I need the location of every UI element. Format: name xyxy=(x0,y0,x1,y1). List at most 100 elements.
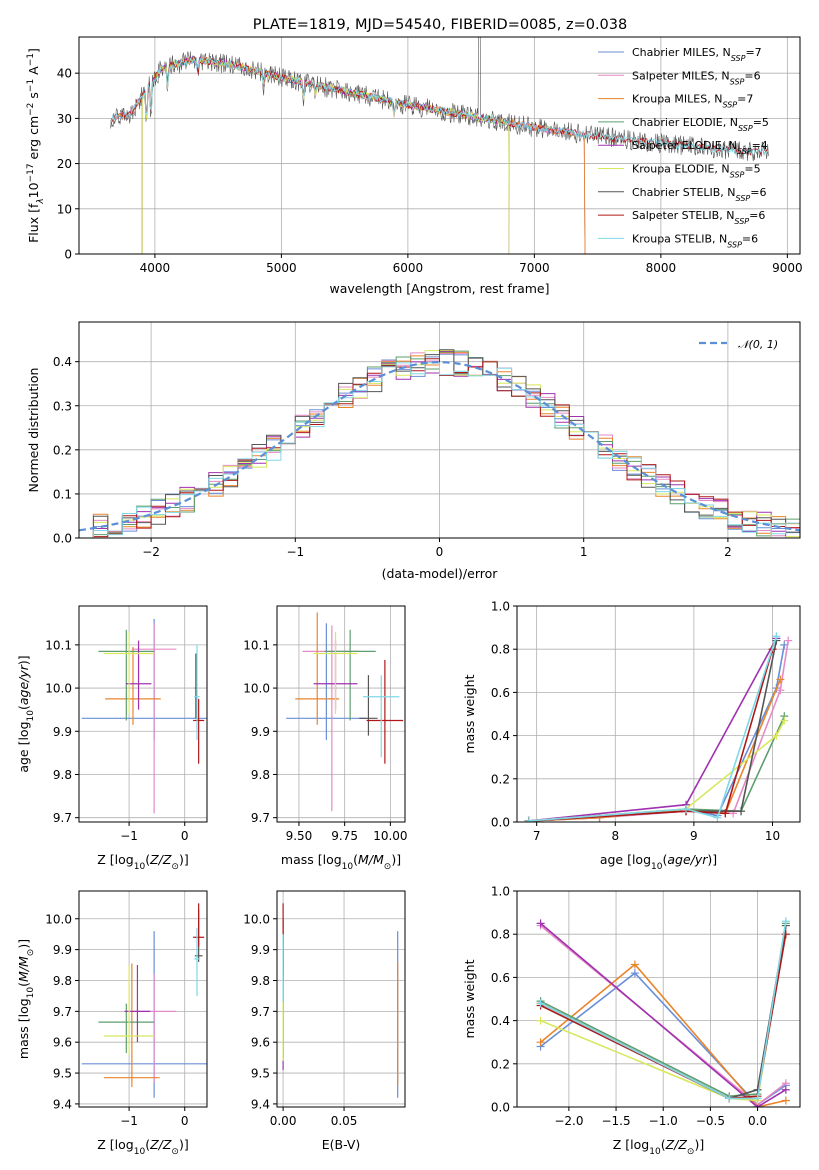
legend-entry-name: Salpeter STELIB, N xyxy=(632,209,734,222)
label-subscript: 10 xyxy=(651,862,663,872)
legend-entry-name: Salpeter MILES, N xyxy=(632,69,730,82)
age-vs-mass-panel: 9.50 9.75 10.00 9.7 9.8 9.9 10.0 10.1 mass [log1… xyxy=(243,605,408,872)
label-subscript: 10 xyxy=(134,862,146,872)
y-axis-label-main: mass [log xyxy=(16,998,31,1059)
legend-entry: Kroupa STELIB, NSSP=6 xyxy=(632,232,758,249)
x-axis-label: Z [log10(Z/Z⊙)] xyxy=(97,852,188,872)
label-part: )] xyxy=(16,655,31,665)
grid xyxy=(517,605,800,823)
x-tick-label: 9 xyxy=(690,829,698,843)
y-tick-label: 10.0 xyxy=(243,682,270,696)
label-subscript: SSP xyxy=(730,77,745,86)
weight-series-line xyxy=(540,922,787,1107)
label-part: )] xyxy=(16,939,31,949)
legend-entry-count: =5 xyxy=(744,163,760,176)
y-axis-label-main: Normed distribution xyxy=(26,368,41,493)
y-tick-label: 9.9 xyxy=(53,725,72,739)
legend-entry: 𝒩(0, 1) xyxy=(738,338,778,351)
plot-area xyxy=(81,618,207,814)
axes-frame xyxy=(78,36,801,255)
legend-entry: Chabrier STELIB, NSSP=6 xyxy=(632,186,766,203)
y-tick-label: 0.0 xyxy=(53,532,72,546)
label-part: A xyxy=(26,66,41,79)
x-tick-label: −1.5 xyxy=(601,1114,630,1128)
x-axis-label: Z [log10(Z/Z⊙)] xyxy=(97,1137,188,1157)
spectrum-panel: 4000 5000 6000 7000 8000 9000 0 10 20 30 40 wavelen… xyxy=(26,36,803,296)
x-tick-label: −1 xyxy=(120,829,138,843)
legend-entry-count: =4 xyxy=(752,139,768,152)
y-axis-label-main: age [log xyxy=(16,721,31,772)
y-tick-label: 10.1 xyxy=(243,638,270,652)
weight-point-marker xyxy=(524,816,533,822)
label-part: Z/Z xyxy=(149,852,172,867)
label-subscript: ⊙ xyxy=(687,1147,695,1157)
age-vs-metallicity-panel: −1 09.79.89.910.010.1Z [log10(Z/Z⊙)]age [… xyxy=(16,605,208,872)
y-tick-label: 10.1 xyxy=(45,638,72,652)
weight-point-marker xyxy=(682,805,691,814)
x-tick-label: −2.0 xyxy=(554,1114,583,1128)
y-tick-label: 9.9 xyxy=(53,943,72,957)
x-tick-label: −0.5 xyxy=(696,1114,725,1128)
label-part: Z/Z xyxy=(149,1137,172,1152)
y-axis-label: mass weight xyxy=(462,959,477,1038)
label-part: ( xyxy=(662,852,667,867)
y-tick-label: 9.5 xyxy=(53,1067,72,1081)
y-tick-label: 9.8 xyxy=(251,768,270,782)
y-tick-label: 9.4 xyxy=(53,1097,72,1111)
y-tick-label: 1.0 xyxy=(491,885,510,899)
label-superscript: −2 xyxy=(26,103,36,116)
label-subscript: SSP xyxy=(727,240,742,249)
weight-point-marker xyxy=(780,716,789,725)
label-part: ] xyxy=(26,48,41,53)
x-axis-label: age [log10(age/yr)] xyxy=(600,852,717,872)
legend-entry-count: =6 xyxy=(749,209,765,222)
y-axis-label: age [log10(age/yr)] xyxy=(16,655,36,772)
label-subscript: SSP xyxy=(734,217,749,226)
spectrum-series-line xyxy=(110,57,586,254)
legend-entry: Salpeter ELODIE, NSSP=4 xyxy=(632,139,768,156)
legend-entry-count: =6 xyxy=(750,186,766,199)
x-tick-label: 10.00 xyxy=(373,829,407,843)
x-axis-label-main: Z [log xyxy=(613,1137,649,1152)
legend-entry-count: =6 xyxy=(742,232,758,245)
x-axis-label-main: E(B-V) xyxy=(322,1137,361,1152)
weight-point-marker xyxy=(776,686,785,695)
weight-point-marker xyxy=(630,960,639,969)
spectrum-series-line xyxy=(110,55,586,254)
weight-series-line xyxy=(540,934,787,1100)
x-tick-label: −2 xyxy=(142,545,160,559)
legend-entry: Salpeter MILES, NSSP=6 xyxy=(632,69,761,86)
weight-point-marker xyxy=(781,1096,790,1105)
y-tick-label: 9.7 xyxy=(251,1005,270,1019)
y-axis-label: Flux [fλ10−17 erg cm−2 s−1 A−1] xyxy=(26,48,46,243)
label-subscript: ⊙ xyxy=(26,949,36,957)
plot-area xyxy=(282,903,399,1098)
plot-area xyxy=(79,349,800,538)
x-tick-label: 0 xyxy=(181,829,189,843)
label-part: s xyxy=(26,92,41,103)
label-subscript: SSP xyxy=(736,193,751,202)
weight-point-marker xyxy=(776,675,785,684)
legend-entry-name: Kroupa MILES, N xyxy=(632,93,722,106)
weight-series-line xyxy=(540,963,786,1107)
label-part: M/M xyxy=(16,956,31,982)
label-subscript: SSP xyxy=(738,123,753,132)
weight-series-line xyxy=(528,638,778,822)
y-tick-label: 0.6 xyxy=(491,686,510,700)
x-axis-label-main: age [log xyxy=(600,852,651,867)
weight-point-marker xyxy=(713,813,722,822)
label-superscript: −1 xyxy=(26,79,36,92)
weight-point-marker xyxy=(721,809,730,818)
grid xyxy=(79,606,207,822)
label-part: )] xyxy=(179,852,189,867)
x-axis-label: E(B-V) xyxy=(322,1137,361,1152)
label-subscript: 10 xyxy=(342,862,354,872)
y-tick-label: 20 xyxy=(57,157,72,171)
label-part: ( xyxy=(16,705,31,710)
mass-vs-ebv-panel: 0.00 0.05 9.4 9.5 9.6 9.7 9.8 9.9 10.0 E(B-V) xyxy=(243,890,406,1152)
legend-entry-count: =7 xyxy=(745,46,761,59)
legend-entry: Salpeter STELIB, NSSP=6 xyxy=(632,209,765,226)
weight-point-marker xyxy=(630,969,639,978)
label-part: Z/Z xyxy=(665,1137,688,1152)
